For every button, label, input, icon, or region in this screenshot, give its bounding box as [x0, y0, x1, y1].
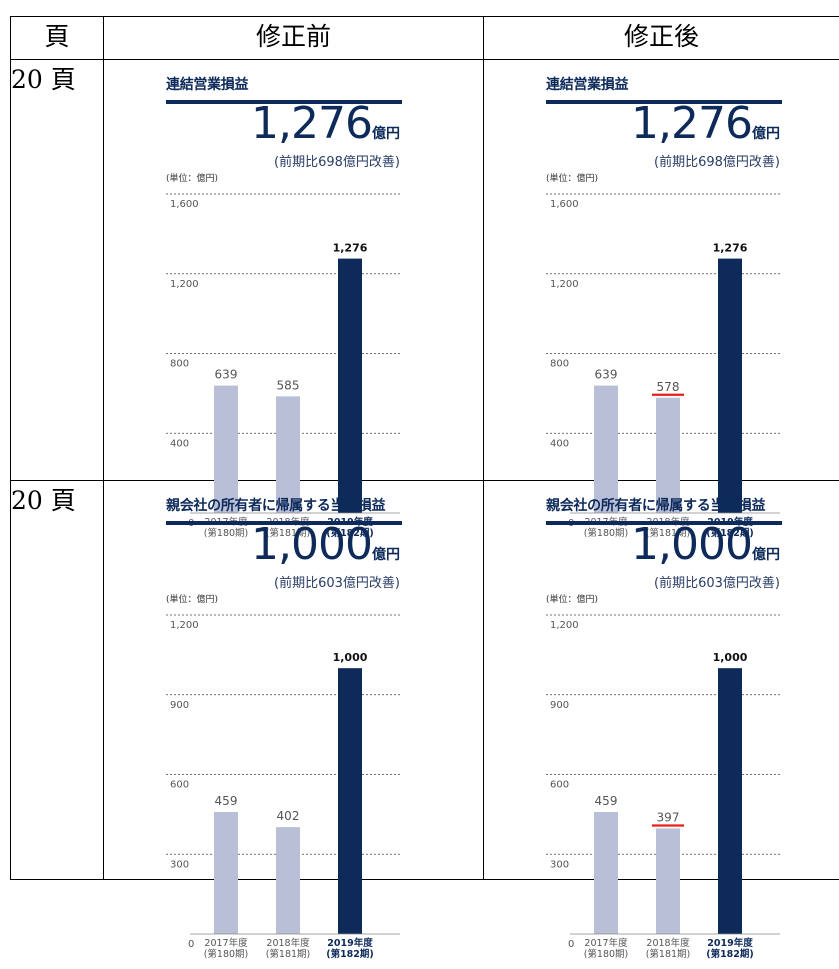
chart-title: 親会社の所有者に帰属する当期損益	[166, 495, 385, 515]
bar	[718, 668, 742, 934]
y-tick-label: 900	[550, 700, 569, 711]
bar-value-label: 459	[215, 794, 238, 808]
x-category-label: 2017年度	[204, 937, 248, 949]
x-category-sublabel: (第180期)	[584, 948, 629, 960]
y-tick-label-zero: 0	[188, 939, 194, 950]
y-tick-label: 300	[170, 859, 189, 870]
y-tick-label: 400	[170, 438, 189, 449]
x-category-label: 2019年度	[327, 937, 373, 949]
y-tick-label: 1,600	[170, 199, 199, 210]
y-tick-label: 400	[550, 438, 569, 449]
headline-unit: 億円	[372, 126, 400, 142]
bar	[718, 259, 742, 513]
y-tick-label-zero: 0	[568, 939, 574, 950]
change-note: (前期比698億円改善)	[654, 151, 780, 170]
bar-value-label: 1,276	[713, 242, 748, 255]
headline-number: 1,276	[251, 98, 372, 149]
x-category-sublabel: (第182期)	[706, 948, 754, 960]
bar-value-label: 459	[595, 794, 618, 808]
after-column-header: 修正後	[484, 17, 839, 60]
x-category-label: 2018年度	[646, 937, 690, 949]
bar-chart: 300 600 900 1,200 0 459 2017年度(第180期) 397 2018年度…	[540, 599, 780, 969]
bar	[338, 259, 362, 513]
y-tick-label: 1,200	[550, 620, 579, 631]
bar	[276, 827, 300, 934]
headline-unit: 億円	[752, 126, 780, 142]
bar-value-label: 1,000	[333, 651, 368, 664]
headline-figure: 1,000億円	[631, 519, 780, 570]
before-column-header: 修正前	[104, 17, 484, 60]
bar-value-label: 402	[277, 809, 300, 823]
chart-title: 親会社の所有者に帰属する当期損益	[546, 495, 765, 515]
bar-value-label: 1,276	[333, 242, 368, 255]
bar	[338, 668, 362, 934]
x-category-label: 2017年度	[584, 937, 628, 949]
bar-value-label: 639	[595, 368, 618, 382]
chart-title: 連結営業損益	[546, 74, 628, 94]
bar-value-label: 1,000	[713, 651, 748, 664]
y-tick-label: 900	[170, 700, 189, 711]
bar-value-label: 639	[215, 368, 238, 382]
chart-title: 連結営業損益	[166, 74, 248, 94]
y-tick-label: 1,200	[170, 620, 199, 631]
x-category-sublabel: (第180期)	[204, 948, 249, 960]
headline-unit: 億円	[752, 547, 780, 563]
x-category-sublabel: (第181期)	[266, 948, 311, 960]
headline-figure: 1,276億円	[251, 98, 400, 149]
x-category-sublabel: (第182期)	[326, 948, 374, 960]
headline-unit: 億円	[372, 547, 400, 563]
page-cell: 20 頁	[11, 481, 104, 880]
page-column-header: 頁	[11, 17, 104, 60]
headline-figure: 1,276億円	[631, 98, 780, 149]
change-note: (前期比698億円改善)	[274, 151, 400, 170]
headline-figure: 1,000億円	[251, 519, 400, 570]
header-row: 頁 修正前 修正後	[11, 17, 839, 60]
page-cell: 20 頁	[11, 60, 104, 481]
change-note: (前期比603億円改善)	[274, 572, 400, 591]
bar-value-label: 585	[277, 378, 300, 392]
y-tick-label: 600	[550, 780, 569, 791]
x-category-label: 2018年度	[266, 937, 310, 949]
bar-value-label: 397	[657, 810, 680, 824]
bar-value-label: 578	[657, 380, 680, 394]
headline-number: 1,000	[631, 519, 752, 570]
x-category-label: 2019年度	[707, 937, 753, 949]
x-category-sublabel: (第181期)	[646, 948, 691, 960]
y-tick-label: 300	[550, 859, 569, 870]
y-tick-label: 800	[550, 359, 569, 370]
headline-number: 1,276	[631, 98, 752, 149]
bar	[656, 828, 680, 934]
y-tick-label: 1,200	[170, 279, 199, 290]
y-tick-label: 1,200	[550, 279, 579, 290]
y-tick-label: 800	[170, 359, 189, 370]
headline-number: 1,000	[251, 519, 372, 570]
bar-chart: 300 600 900 1,200 0 459 2017年度(第180期) 402 2018年度…	[160, 599, 400, 969]
bar	[594, 812, 618, 934]
y-tick-label: 1,600	[550, 199, 579, 210]
y-tick-label: 600	[170, 780, 189, 791]
change-note: (前期比603億円改善)	[654, 572, 780, 591]
bar	[214, 812, 238, 934]
